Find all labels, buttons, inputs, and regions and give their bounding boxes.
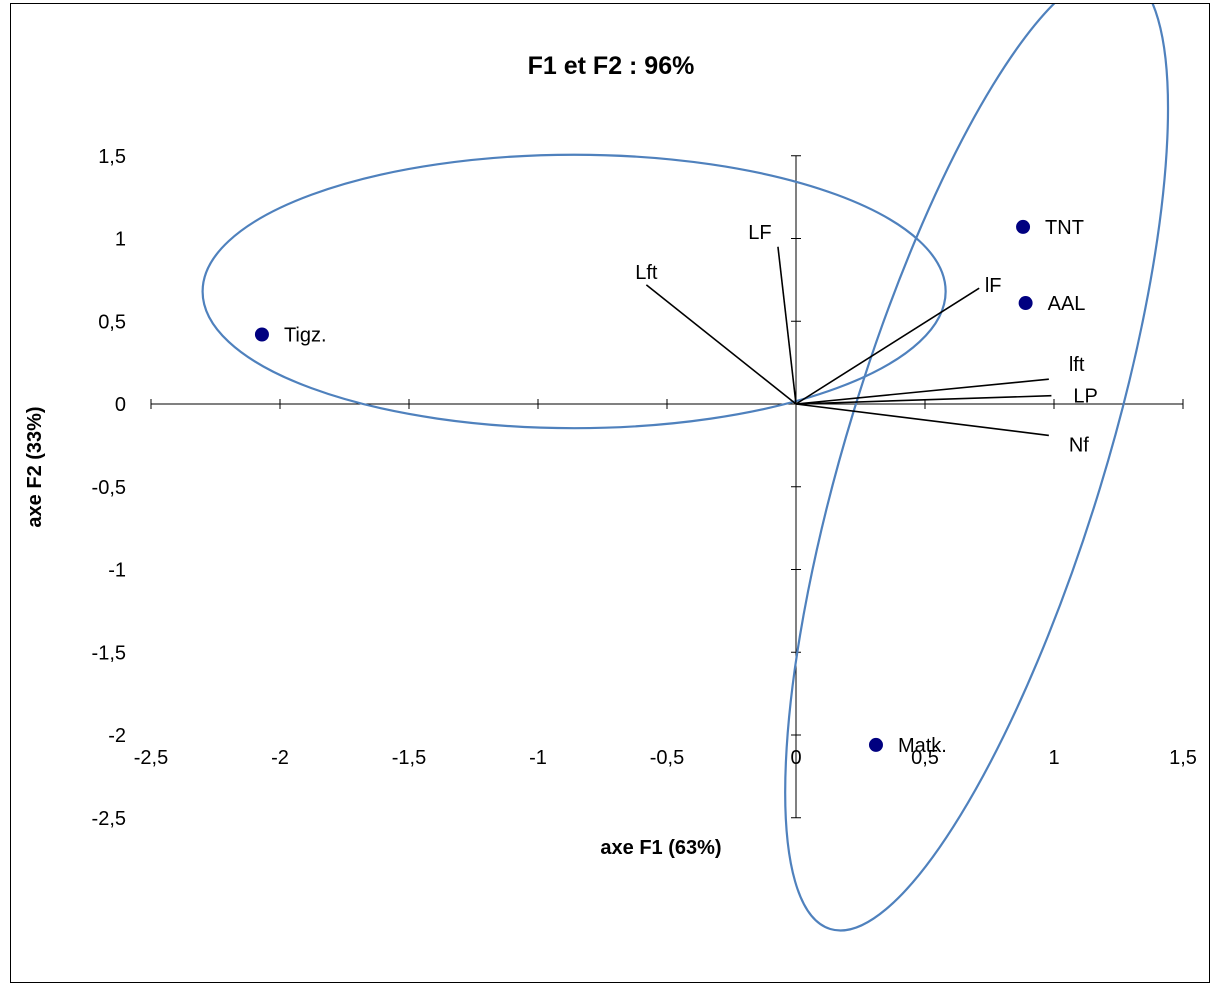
observation-marker bbox=[1018, 296, 1033, 311]
variable-label: lft bbox=[1069, 354, 1085, 376]
variable-label: Lft bbox=[635, 262, 658, 284]
x-tick-label: -1,5 bbox=[392, 747, 426, 769]
y-tick-label: -1 bbox=[108, 560, 126, 582]
observation-marker bbox=[1016, 219, 1031, 234]
variable-vector bbox=[777, 246, 797, 405]
observation-marker bbox=[868, 737, 883, 752]
y-tick-label: -0,5 bbox=[92, 477, 126, 499]
variable-label: LP bbox=[1073, 386, 1097, 408]
observation-label: Matk. bbox=[898, 735, 947, 757]
x-tick-label: -2,5 bbox=[134, 747, 168, 769]
group-ellipse bbox=[784, 0, 1170, 932]
x-axis-title: axe F1 (63%) bbox=[600, 837, 721, 859]
y-tick-label: -2,5 bbox=[92, 808, 126, 830]
y-axis-title: axe F2 (33%) bbox=[24, 406, 46, 527]
variable-vector bbox=[795, 378, 1049, 405]
y-tick-label: 0 bbox=[115, 394, 126, 416]
x-tick-label: 0,5 bbox=[911, 747, 939, 769]
variable-vector bbox=[795, 287, 980, 405]
group-ellipses bbox=[201, 0, 1170, 932]
variable-label: lF bbox=[985, 275, 1002, 297]
variable-vector bbox=[795, 394, 1052, 405]
y-tick-label: -2 bbox=[108, 725, 126, 747]
group-ellipse bbox=[201, 153, 947, 430]
y-tick-label: 1 bbox=[115, 229, 126, 251]
observation-label: Tigz. bbox=[284, 324, 327, 346]
axes-layer: -2,5 -2 -1,5 -1 -0,5 0 0,5 1 1,5 1,5 1 0,5 0 -0,5 -1 -1… bbox=[92, 146, 1197, 830]
x-tick-label: -1 bbox=[529, 747, 547, 769]
chart-title: F1 et F2 : 96% bbox=[528, 52, 695, 80]
x-tick-label: 0 bbox=[790, 747, 801, 769]
variable-vector bbox=[795, 403, 1049, 437]
observation-marker bbox=[254, 327, 269, 342]
y-tick-label: 1,5 bbox=[98, 146, 126, 168]
variable-label: Nf bbox=[1069, 434, 1089, 456]
x-tick-label: 1,5 bbox=[1169, 747, 1197, 769]
observation-points: TNT AAL Tigz. Matk. bbox=[254, 217, 1086, 757]
y-tick-label: 0,5 bbox=[98, 311, 126, 333]
x-tick-label: 1 bbox=[1048, 747, 1059, 769]
x-tick-label: -2 bbox=[271, 747, 289, 769]
variable-label: LF bbox=[748, 222, 771, 244]
y-tick-label: -1,5 bbox=[92, 642, 126, 664]
variable-vector bbox=[645, 284, 797, 405]
observation-label: AAL bbox=[1048, 293, 1086, 315]
observation-label: TNT bbox=[1045, 217, 1084, 239]
chart-frame: F1 et F2 : 96% axe F1 (63%) axe F2 (33%)… bbox=[10, 0, 1210, 983]
x-tick-label: -0,5 bbox=[650, 747, 684, 769]
biplot-chart: F1 et F2 : 96% axe F1 (63%) axe F2 (33%)… bbox=[24, 0, 1197, 932]
variable-vectors: LF Lft lF lft LP Nf bbox=[635, 222, 1098, 457]
